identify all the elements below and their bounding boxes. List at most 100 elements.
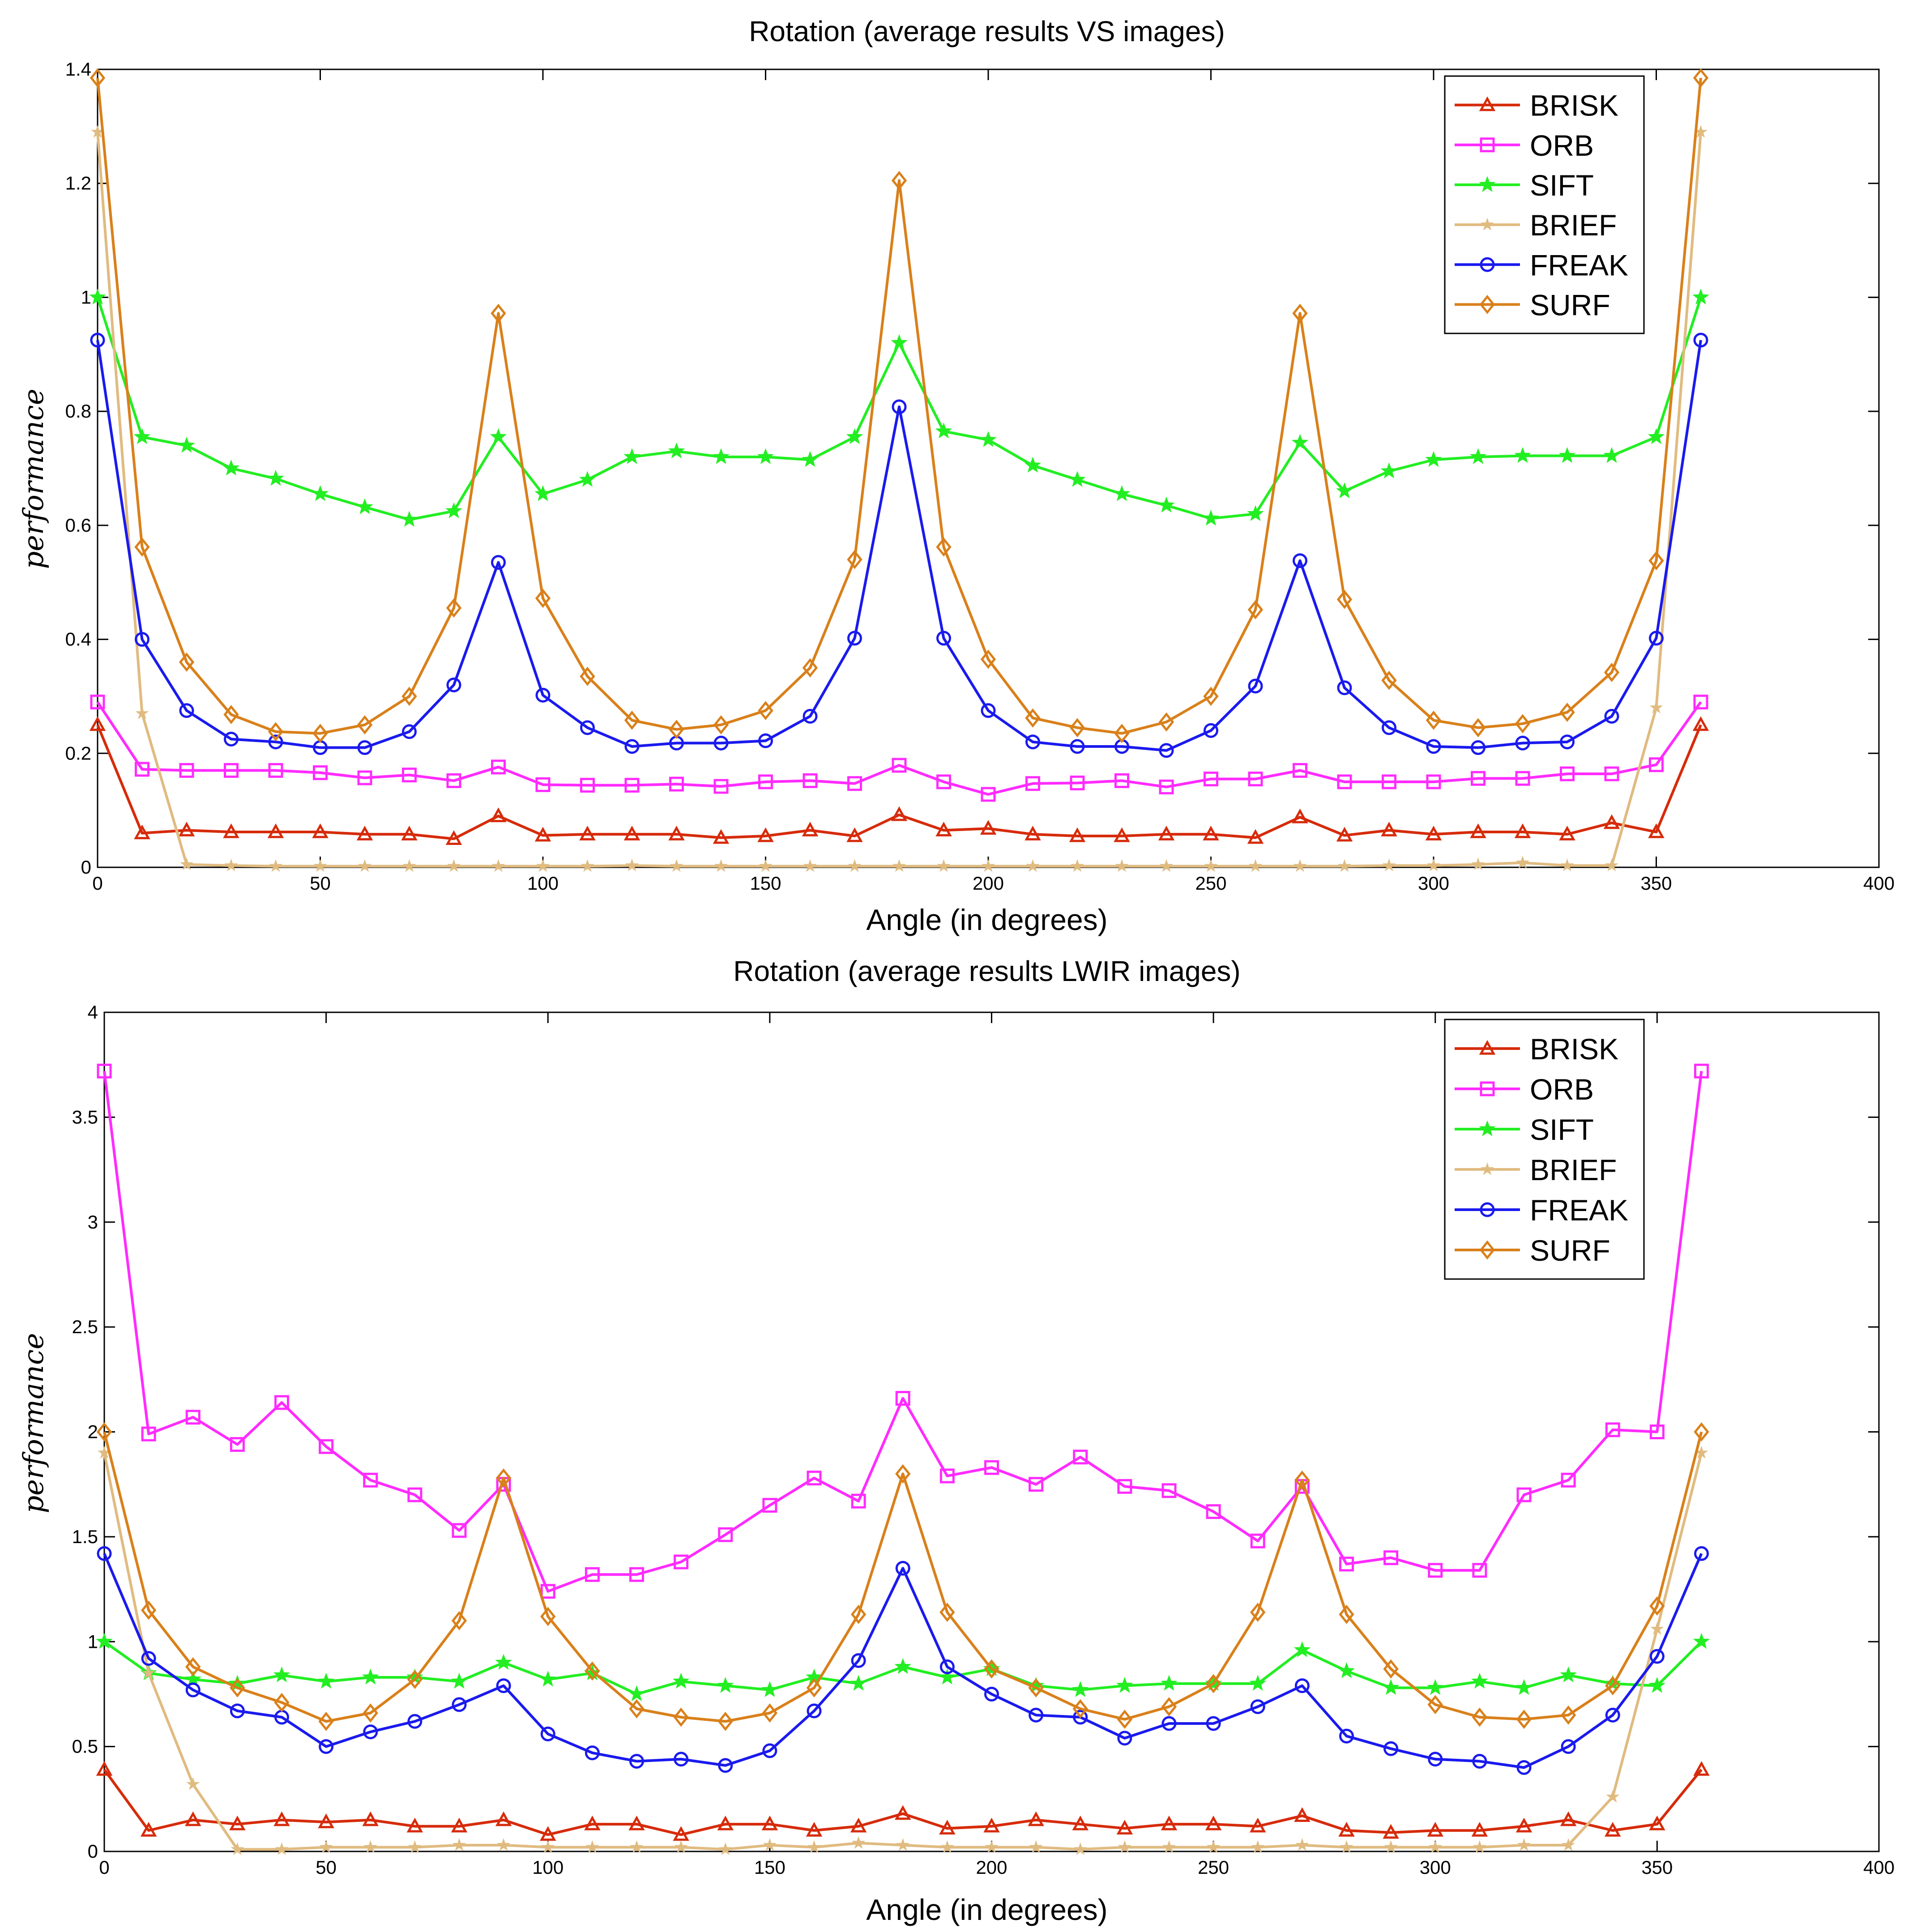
data-point-surf [1114,724,1130,743]
data-point-orb [1204,772,1218,787]
data-point-freak [1516,1760,1532,1775]
data-point-brief [1649,700,1663,714]
data-point-orb [851,1493,866,1509]
data-point-surf [268,722,284,742]
data-point-orb [807,1471,822,1486]
data-point-sift [628,1685,645,1702]
data-point-surf [1426,710,1442,730]
data-point-sift [1515,1679,1533,1695]
data-point-surf [1072,1699,1088,1719]
data-point-brisk [1470,823,1486,838]
y-tick-label: 3.5 [72,1106,98,1127]
data-point-freak [1604,709,1619,724]
data-point-freak [179,703,194,718]
data-point-sift [222,459,240,476]
data-point-freak [1561,1739,1576,1754]
data-point-sift [846,428,863,444]
data-point-surf [1117,1710,1133,1729]
legend-label: BRIEF [1530,209,1617,242]
data-point-brief [1204,859,1218,872]
data-point-sift [1648,428,1665,444]
x-tick-label: 100 [527,873,559,894]
data-point-freak [97,1546,112,1561]
data-point-sift [317,1672,335,1689]
data-point-brisk [1114,827,1130,842]
data-point-brief [1428,1840,1442,1853]
data-point-brief [1516,856,1529,869]
y-tick-label: 0 [88,1841,98,1862]
data-point-orb [669,776,684,792]
data-point-freak [1337,680,1352,695]
data-point-brisk [185,1811,201,1826]
data-point-orb [1339,1557,1354,1572]
data-point-orb [1649,757,1664,772]
data-point-freak [1693,333,1708,348]
data-point-brisk [406,1817,423,1833]
data-point-sift [1469,448,1487,464]
data-point-brisk [1560,1811,1577,1826]
data-point-surf [1383,1659,1399,1679]
data-point-brief [180,857,193,870]
data-point-orb [936,774,951,789]
data-point-brisk [1294,1807,1311,1822]
data-point-brisk [540,1826,556,1841]
data-point-brisk [850,1817,867,1833]
data-point-surf [1158,712,1174,732]
data-point-brisk [140,1821,157,1837]
data-point-brisk [761,1815,778,1830]
legend-marker [1479,1040,1496,1055]
legend-label: FREAK [1530,1194,1628,1227]
data-point-brief [985,1840,999,1853]
data-point-sift [534,485,551,501]
data-point-brief [1384,1840,1398,1853]
data-point-brisk [980,820,997,835]
data-point-orb [407,1487,423,1502]
data-point-orb [185,1410,201,1425]
data-point-sift [490,428,507,444]
data-point-freak [892,399,907,414]
data-point-brief [1251,1840,1265,1853]
data-point-brisk [1425,825,1442,840]
data-point-surf [1028,1678,1044,1697]
data-point-orb [1649,1424,1665,1439]
data-point-orb [1025,776,1040,791]
data-point-freak [1206,1716,1221,1731]
legend-marker [1479,1120,1496,1136]
data-point-sift [717,1677,734,1693]
data-point-brief [231,1842,244,1855]
data-point-sift [894,1658,911,1674]
data-point-brisk [1514,823,1531,838]
legend-item-surf: SURF [1455,1234,1610,1267]
data-point-sift [539,1670,556,1687]
data-point-orb [629,1567,644,1582]
data-point-surf [446,598,462,618]
data-point-surf [936,537,952,557]
data-point-freak [713,735,729,751]
data-point-freak [1204,723,1218,738]
data-point-brisk [1116,1820,1133,1835]
data-point-orb [1337,774,1352,789]
data-point-sift [1603,447,1620,463]
data-point-sift [362,1668,379,1685]
data-point-freak [1073,1710,1088,1725]
data-point-brisk [451,1817,468,1833]
chart-title: Rotation (average results LWIR images) [733,955,1240,987]
data-point-brisk [717,1815,734,1830]
legend-marker [1479,1240,1495,1260]
data-point-freak [1471,740,1486,755]
legend-label: BRISK [1530,1032,1618,1066]
data-point-freak [1649,631,1664,646]
x-tick-label: 350 [1641,1857,1673,1878]
data-point-orb [1293,763,1307,778]
data-point-freak [407,1714,423,1729]
data-point-brief [135,706,149,719]
data-point-surf [1648,551,1664,571]
y-tick-label: 1.5 [72,1526,98,1547]
data-point-surf [895,1464,911,1484]
data-point-brisk [490,807,507,823]
data-point-orb [1516,1487,1532,1502]
data-point-brief [714,859,728,872]
y-tick-label: 0.2 [65,742,91,763]
data-point-sift [1693,1633,1710,1649]
data-point-orb [1515,771,1530,786]
